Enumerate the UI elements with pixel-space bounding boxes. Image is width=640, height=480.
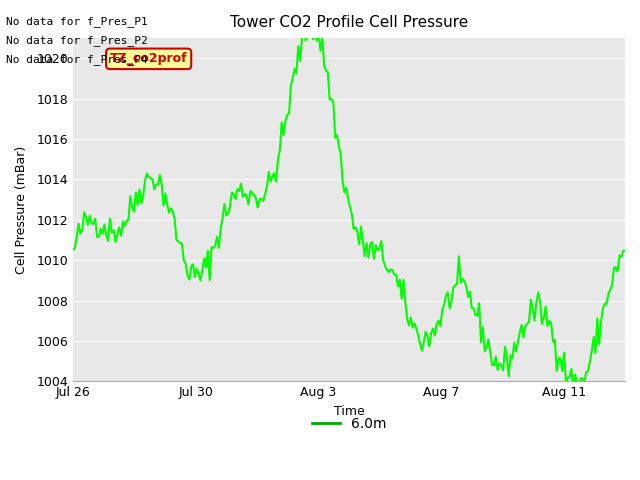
Title: Tower CO2 Profile Cell Pressure: Tower CO2 Profile Cell Pressure	[230, 15, 468, 30]
Text: TZ_co2prof: TZ_co2prof	[110, 52, 188, 65]
Y-axis label: Cell Pressure (mBar): Cell Pressure (mBar)	[15, 145, 28, 274]
X-axis label: Time: Time	[333, 405, 364, 418]
Text: No data for f_Pres_P2: No data for f_Pres_P2	[6, 35, 148, 46]
Text: No data for f_Pres_P1: No data for f_Pres_P1	[6, 16, 148, 27]
Legend: 6.0m: 6.0m	[307, 411, 392, 436]
Text: No data for f_Pres_P4: No data for f_Pres_P4	[6, 54, 148, 65]
